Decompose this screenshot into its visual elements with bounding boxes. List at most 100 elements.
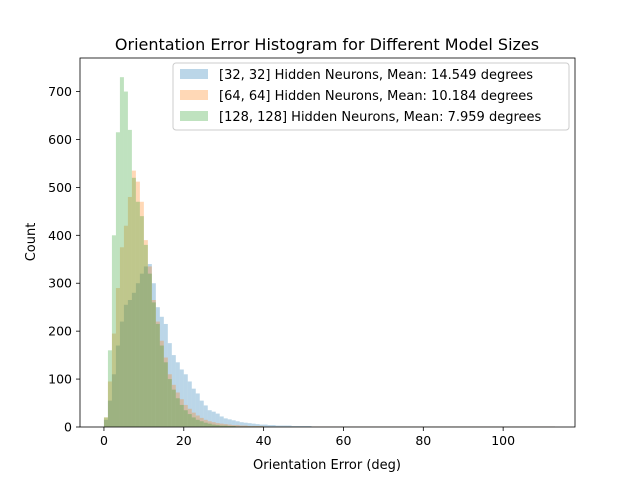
y-tick-label: 0 [64, 420, 72, 435]
histogram-bar [239, 425, 244, 427]
histogram-bar [155, 321, 160, 427]
histogram-bar [175, 398, 180, 427]
y-tick-label: 400 [48, 228, 72, 243]
histogram-bar [155, 323, 160, 427]
histogram-bar [119, 77, 124, 428]
legend: [32, 32] Hidden Neurons, Mean: 14.549 de… [172, 62, 570, 131]
histogram-bar [155, 307, 160, 427]
histogram-bar [127, 300, 132, 427]
histogram-bar [279, 425, 284, 427]
histogram-bar [123, 225, 128, 427]
legend-swatch [180, 69, 208, 79]
histogram-bar [179, 369, 184, 427]
histogram-bar [171, 389, 176, 427]
y-tick-label: 700 [48, 84, 72, 99]
histogram-bar [135, 181, 140, 427]
histogram-bar [147, 273, 152, 427]
histogram-bar [263, 424, 268, 427]
histogram-bar [151, 302, 156, 427]
histogram-bar [163, 362, 168, 427]
y-tick-label: 200 [48, 324, 72, 339]
legend-swatch [180, 111, 208, 121]
histogram-bar [111, 374, 116, 427]
x-tick-label: 60 [336, 433, 352, 448]
histogram-bar [247, 426, 252, 427]
histogram-bar [259, 424, 264, 427]
histogram-bar [131, 170, 136, 427]
histogram-bar [115, 345, 120, 427]
histogram-bar [287, 425, 292, 427]
histogram-bar [295, 426, 300, 427]
histogram-bar [143, 266, 148, 427]
histogram-bar [231, 425, 236, 427]
histogram-bar [115, 288, 120, 427]
histogram-bar [107, 381, 112, 427]
y-axis-ticks: 0 100 200 300 400 500 600 700 [48, 84, 80, 435]
histogram-bar [151, 300, 156, 427]
histogram-bar [243, 425, 248, 427]
x-tick-label: 0 [100, 433, 108, 448]
histogram-bar [199, 400, 204, 427]
histogram-bar [111, 333, 116, 427]
histogram-bar [227, 426, 232, 427]
x-axis-label: Orientation Error (deg) [253, 458, 401, 473]
histogram-bar [219, 416, 224, 427]
histogram-bar [183, 410, 188, 427]
histogram-bar [251, 426, 256, 427]
histogram-bar [211, 411, 216, 427]
histogram-bar [203, 422, 208, 427]
histogram-bar [151, 283, 156, 427]
plot-area-frame [79, 57, 576, 428]
histogram-bar [211, 422, 216, 427]
histogram-bar [255, 426, 260, 427]
histogram-bar [135, 283, 140, 427]
legend-label: [32, 32] Hidden Neurons, Mean: 14.549 de… [219, 68, 533, 83]
histogram-bar [183, 404, 188, 427]
y-tick-label: 300 [48, 276, 72, 291]
histogram-bar [203, 405, 208, 427]
histogram-bar [147, 264, 152, 427]
histogram-bar [111, 235, 116, 427]
histogram-bar [167, 374, 172, 427]
legend-swatch [180, 90, 208, 100]
histogram-bar [131, 292, 136, 427]
histogram-bar [227, 419, 232, 427]
histogram-bar [199, 421, 204, 427]
histogram-bar [247, 423, 252, 427]
histogram-bar [179, 404, 184, 427]
histogram-bar [291, 426, 296, 427]
histogram-bar [187, 414, 192, 427]
histogram-bar [103, 419, 108, 427]
legend-label: [128, 128] Hidden Neurons, Mean: 7.959 d… [219, 110, 542, 125]
histogram-bar [231, 426, 236, 427]
histogram-bar [127, 129, 132, 427]
histogram-bar [139, 273, 144, 427]
histogram-bar [215, 425, 220, 427]
histogram-bar [163, 323, 168, 427]
histogram-bar [183, 374, 188, 427]
histogram-bar [167, 379, 172, 427]
histogram-bar [187, 381, 192, 427]
histogram-bar [235, 421, 240, 427]
histogram-bar [271, 425, 276, 427]
histogram-bar [219, 423, 224, 427]
histogram-bar [139, 201, 144, 427]
histogram-bar [159, 340, 164, 427]
histogram-bar [207, 423, 212, 427]
histogram-bar [123, 304, 128, 427]
histogram-bar [195, 415, 200, 427]
histogram-bar [235, 425, 240, 427]
x-tick-label: 80 [415, 433, 431, 448]
x-tick-label: 100 [491, 433, 515, 448]
histogram-bar [139, 216, 144, 427]
x-tick-label: 20 [176, 433, 192, 448]
histogram-bar [107, 350, 112, 427]
histogram-bar [211, 424, 216, 427]
histogram-bar [207, 410, 212, 427]
chart-title: Orientation Error Histogram for Differen… [115, 35, 539, 54]
histogram-bar [203, 419, 208, 427]
histogram-bar [223, 424, 228, 427]
histogram-bar [223, 418, 228, 427]
histogram-bar [283, 425, 288, 427]
histogram-bar [135, 201, 140, 427]
